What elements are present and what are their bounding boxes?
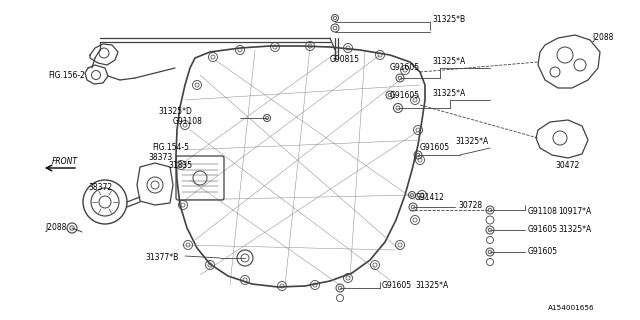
Text: 30472: 30472: [555, 161, 579, 170]
Text: 31325*A: 31325*A: [558, 226, 591, 235]
Text: 31325*A: 31325*A: [415, 281, 448, 290]
Text: 31325*A: 31325*A: [432, 58, 465, 67]
Text: G91605: G91605: [420, 143, 450, 153]
Text: G91412: G91412: [415, 194, 445, 203]
Text: FIG.156-2: FIG.156-2: [48, 70, 85, 79]
Text: 38372: 38372: [88, 183, 112, 193]
Text: 31835: 31835: [168, 161, 192, 170]
Text: 31377*B: 31377*B: [145, 253, 179, 262]
Text: FRONT: FRONT: [52, 157, 78, 166]
Text: G91605: G91605: [528, 226, 558, 235]
Text: J2088: J2088: [45, 223, 67, 233]
Text: 31325*A: 31325*A: [432, 89, 465, 98]
Text: G91605: G91605: [382, 281, 412, 290]
Text: A154001656: A154001656: [548, 305, 595, 311]
Text: G91605: G91605: [390, 91, 420, 100]
Text: G91605: G91605: [390, 63, 420, 73]
Text: G90815: G90815: [330, 55, 360, 65]
Text: G91605: G91605: [528, 247, 558, 257]
Text: G91108: G91108: [528, 207, 558, 217]
Text: 30728: 30728: [458, 201, 482, 210]
Text: FIG.154-5: FIG.154-5: [152, 143, 189, 153]
Text: 10917*A: 10917*A: [558, 207, 591, 217]
Text: 38373: 38373: [148, 154, 172, 163]
Text: 31325*D: 31325*D: [158, 108, 192, 116]
Text: G91108: G91108: [173, 117, 203, 126]
Text: 31325*A: 31325*A: [455, 138, 488, 147]
Text: 31325*B: 31325*B: [432, 15, 465, 25]
Text: J2088: J2088: [592, 34, 613, 43]
